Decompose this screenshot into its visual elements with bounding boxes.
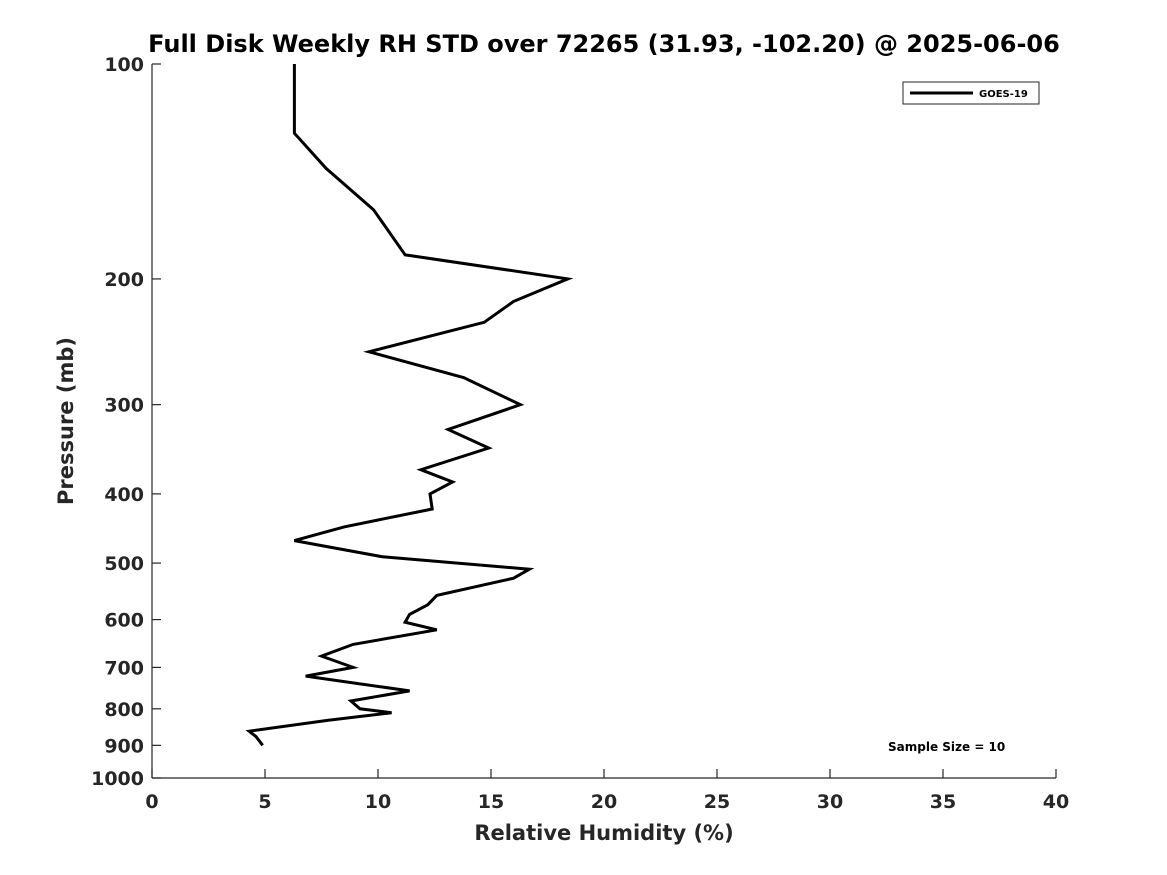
x-tick-label: 20 bbox=[591, 791, 617, 813]
y-tick-label: 1000 bbox=[91, 768, 144, 790]
y-tick-label: 900 bbox=[104, 735, 144, 757]
x-tick-label: 10 bbox=[365, 791, 391, 813]
chart-title: Full Disk Weekly RH STD over 72265 (31.9… bbox=[148, 30, 1060, 58]
x-axis-label: Relative Humidity (%) bbox=[474, 821, 733, 845]
y-tick-label: 200 bbox=[104, 269, 144, 291]
y-tick-label: 700 bbox=[104, 657, 144, 679]
legend: GOES-19 bbox=[902, 81, 1040, 105]
x-tick-label: 0 bbox=[145, 791, 158, 813]
y-tick-label: 300 bbox=[104, 395, 144, 417]
legend-label-goes-19: GOES-19 bbox=[979, 89, 1028, 100]
x-tick-label: 15 bbox=[478, 791, 504, 813]
y-tick-label: 500 bbox=[104, 553, 144, 575]
x-tick-label: 35 bbox=[930, 791, 956, 813]
x-tick-label: 25 bbox=[704, 791, 730, 813]
y-tick-label: 600 bbox=[104, 610, 144, 632]
y-tick-label: 100 bbox=[104, 54, 144, 76]
y-tick-label: 400 bbox=[104, 484, 144, 506]
x-tick-label: 5 bbox=[258, 791, 271, 813]
y-tick-label: 800 bbox=[104, 699, 144, 721]
x-tick-label: 30 bbox=[817, 791, 843, 813]
plot-area bbox=[151, 64, 1056, 779]
series-line-goes-19 bbox=[245, 64, 574, 747]
sample-size-annotation: Sample Size = 10 bbox=[888, 740, 1005, 754]
x-tick-label: 40 bbox=[1043, 791, 1069, 813]
x-ticks: 0 5 10 15 20 25 30 35 40 bbox=[145, 769, 1069, 813]
y-ticks: 100 200 300 400 500 600 700 800 900 1000 bbox=[91, 54, 161, 790]
y-axis-label: Pressure (mb) bbox=[54, 337, 78, 505]
